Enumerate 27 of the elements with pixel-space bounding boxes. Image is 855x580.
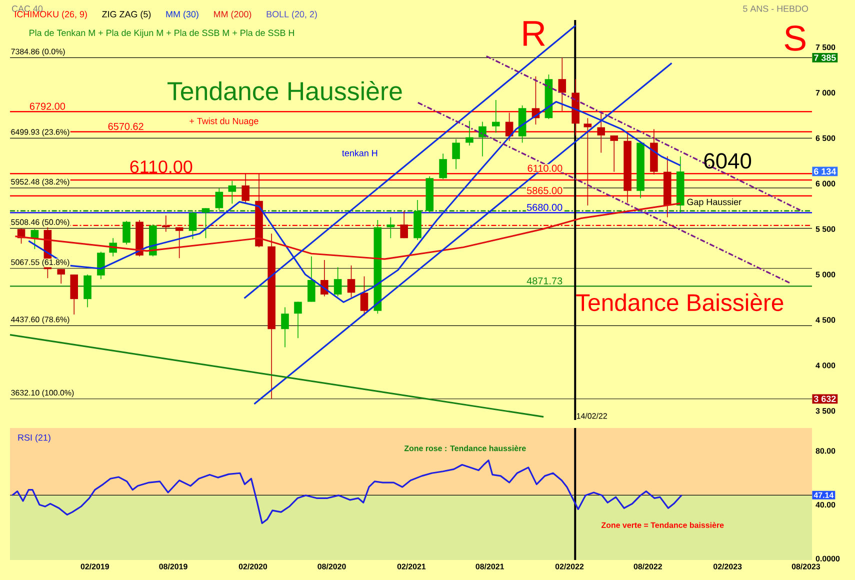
annotation: tenkan H [342,150,378,156]
annotation: 3 632 [814,396,836,402]
ref-line-label: 5680.00 [526,204,562,211]
text: ICHIMOKU (26, 9) [15,10,87,20]
annotation: 6110.00 [130,160,192,174]
annotation: 6 134 [814,168,836,175]
text: BOLL (20, 2) [266,10,317,20]
annotation: 7 385 [814,54,836,61]
ref-line-label: 5865.00 [526,187,562,194]
text: ZIG ZAG (5) [102,10,151,20]
annotation: 6040 [704,153,752,169]
annotation: R [524,21,545,46]
ref-line-label: 6570.62 [108,122,144,130]
ref-line-label: 6792.00 [30,102,66,110]
annotation: Pla de Tenkan M + Pla de Kijun M + Pla de SSB M + Pla de SSB H [30,29,294,38]
ref-line-label: 6110.00 [528,164,562,172]
ref-line-label: 4871.73 [526,277,562,284]
chart-title: CAC 40 [12,6,43,12]
annotation: Gap Haussier [687,198,742,207]
text: MM (30) [166,10,198,20]
text: MM (200) [214,10,252,20]
chart-subtitle: 5 ANS - HEBDO [743,6,808,12]
annotation: Tendance Baissière [576,293,784,312]
text: RSI (21) [18,434,50,443]
annotation: Tendance Haussière [168,81,402,100]
annotation: + Twist du Nuage [190,118,258,126]
annotation: S [784,25,806,51]
